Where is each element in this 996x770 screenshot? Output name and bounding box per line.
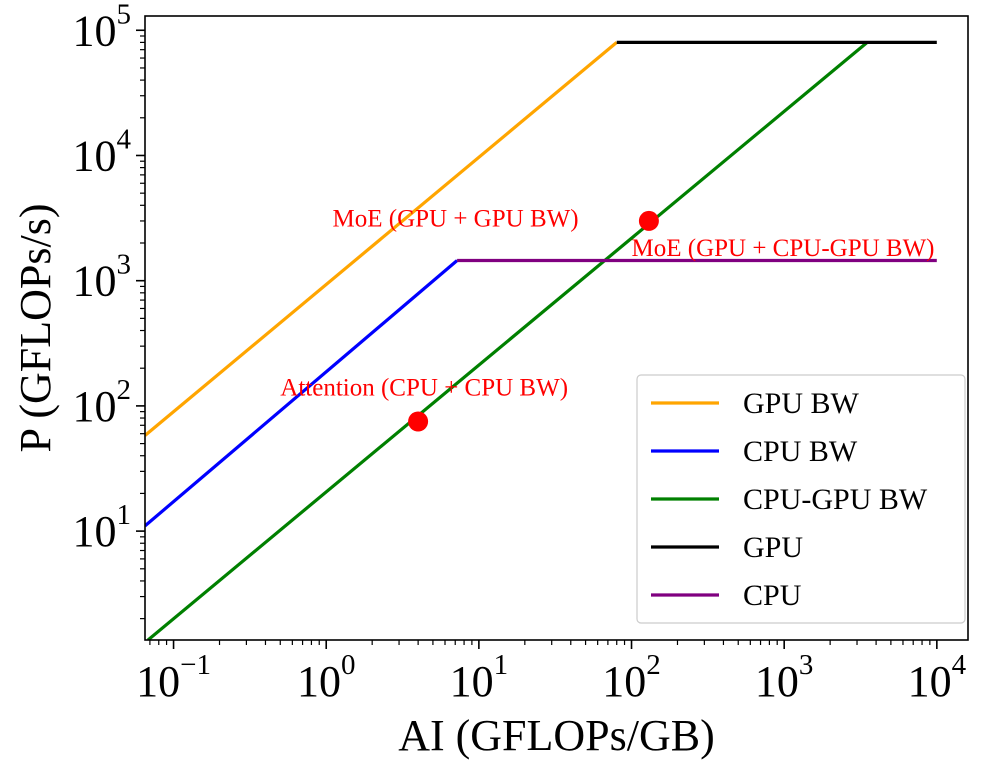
x-tick-label: 101 <box>450 649 509 706</box>
x-axis-label: AI (GFLOPs/GB) <box>398 711 715 760</box>
points-layer <box>408 210 659 432</box>
y-tick-label: 104 <box>73 123 132 180</box>
legend-label-cpu-gpu-bw: CPU-GPU BW <box>743 483 928 516</box>
legend: GPU BW CPU BW CPU-GPU BW GPU CPU <box>636 374 966 624</box>
legend-label-gpu: GPU <box>743 531 803 564</box>
legend-items: GPU BW CPU BW CPU-GPU BW GPU CPU <box>651 387 928 612</box>
series-line-cpu-bw <box>145 259 459 528</box>
legend-label-cpu-bw: CPU BW <box>743 435 858 468</box>
x-tick-label: 104 <box>908 649 967 706</box>
y-tick-label: 105 <box>73 0 132 55</box>
y-tick-label: 102 <box>73 374 132 431</box>
series-line-gpu-bw <box>145 41 618 437</box>
annotations-layer: MoE (GPU + GPU BW) MoE (GPU + CPU-GPU BW)… <box>280 206 934 402</box>
x-tick-label: 10−1 <box>136 649 211 706</box>
data-point <box>638 210 659 231</box>
y-tick-label: 101 <box>73 499 132 556</box>
data-point <box>408 411 429 432</box>
annotation-label: MoE (GPU + CPU-GPU BW) <box>632 235 935 262</box>
y-axis-label: P (GFLOPs/s) <box>11 204 60 453</box>
x-tick-label: 103 <box>755 649 814 706</box>
y-tick-label: 103 <box>73 249 132 306</box>
series-line-cpu-gpu-bw <box>146 41 869 640</box>
x-tick-label: 102 <box>602 649 661 706</box>
legend-box <box>636 374 966 624</box>
ticks-layer: 10−1 100 101 102 103 104 101 102 103 104 105 <box>73 0 967 706</box>
annotation-label: Attention (CPU + CPU BW) <box>280 374 568 401</box>
series-layer <box>145 40 937 640</box>
legend-label-gpu-bw: GPU BW <box>743 387 860 420</box>
plot-frame <box>144 15 969 641</box>
annotation-label: MoE (GPU + GPU BW) <box>333 206 579 233</box>
legend-label-cpu: CPU <box>743 579 802 612</box>
x-tick-label: 100 <box>297 649 356 706</box>
